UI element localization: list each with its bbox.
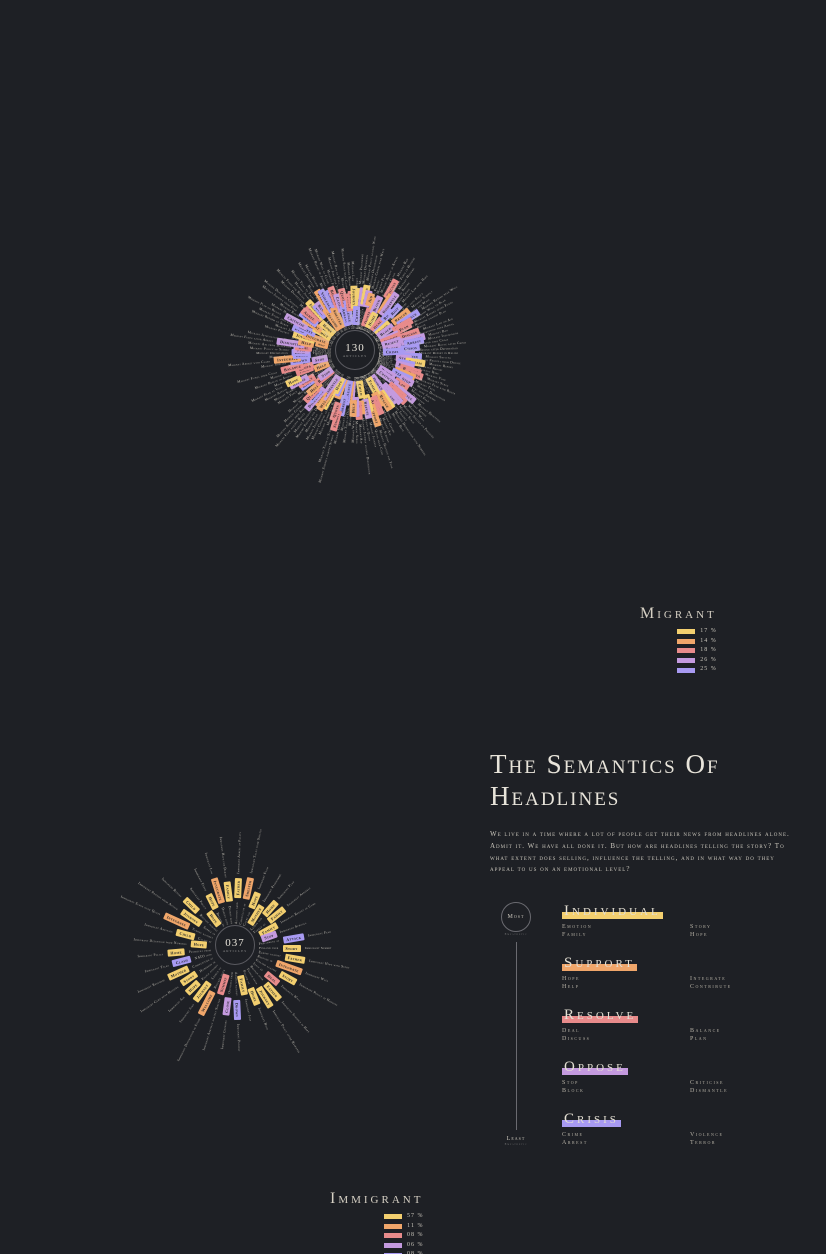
legend-swatch <box>677 639 695 644</box>
category-word: Stop <box>562 1080 672 1086</box>
category-support: SupportHopeIntegrateHelpContribute <box>562 954 800 990</box>
empathy-scale: Most Empathetic Least Empathetic <box>490 902 542 1146</box>
legend-row: 11 % <box>330 1222 423 1232</box>
legend-row: 17 % <box>640 627 717 637</box>
category-oppose: OpposeStopCriticiseBlockDismantle <box>562 1058 800 1094</box>
legend-swatch <box>384 1224 402 1229</box>
legend-row: 06 % <box>330 1241 423 1251</box>
category-word: Help <box>562 984 672 990</box>
category-word: Violence <box>690 1132 800 1138</box>
center-count: 037 <box>225 937 245 949</box>
category-word: Dismantle <box>690 1088 800 1094</box>
center-sub: Articles <box>223 949 248 953</box>
scale-top-sub: Empathetic <box>505 932 528 936</box>
burst-center-immigrant: 037Articles <box>215 925 255 965</box>
legend-migrant: Migrant 17 %14 %18 %26 %25 % <box>640 605 717 675</box>
burst-center-migrant: 130Articles <box>335 330 375 370</box>
legend-immigrant: Immigrant57 %11 %08 %06 %08 % <box>330 1190 423 1254</box>
category-word: Hope <box>562 976 672 982</box>
category-word: Criticise <box>690 1080 800 1086</box>
main-title: The Semantics Of Headlines <box>490 748 800 813</box>
scale-bottom-sub: Empathetic <box>505 1142 528 1146</box>
category-word: Plan <box>690 1036 800 1042</box>
legend-row: 26 % <box>640 656 717 666</box>
category-word: Discuss <box>562 1036 672 1042</box>
legend-pct: 08 % <box>407 1250 424 1254</box>
category-key: Most Empathetic Least Empathetic Individ… <box>490 902 800 1146</box>
category-word: Crime <box>562 1132 672 1138</box>
legend-swatch <box>384 1214 402 1219</box>
legend-pct: 11 % <box>407 1222 423 1232</box>
scale-top-node: Most <box>501 902 531 932</box>
legend-pct: 57 % <box>407 1212 424 1222</box>
legend-swatch <box>677 629 695 634</box>
category-word: Emotion <box>562 924 672 930</box>
legend-row: 08 % <box>330 1250 423 1254</box>
category-crisis: CrisisCrimeViolenceArrestTerror <box>562 1110 800 1146</box>
legend-row: 18 % <box>640 646 717 656</box>
legend-pct: 06 % <box>407 1241 424 1251</box>
burst-label-migrant: Migrant <box>640 605 717 623</box>
legend-row: 57 % <box>330 1212 423 1222</box>
category-word: Arrest <box>562 1140 672 1146</box>
legend-row: 08 % <box>330 1231 423 1241</box>
category-resolve: ResolveDealBalanceDiscussPlan <box>562 1006 800 1042</box>
center-count: 130 <box>345 342 365 354</box>
scale-top-label: Most <box>508 914 525 920</box>
legend-pct: 25 % <box>700 665 717 675</box>
category-word: Hope <box>690 932 800 938</box>
legend-swatch <box>677 668 695 673</box>
legend-pct: 26 % <box>700 656 717 666</box>
right-column: The Semantics Of Headlines We live in a … <box>490 748 800 1146</box>
category-word: Block <box>562 1088 672 1094</box>
legend-pct: 08 % <box>407 1231 424 1241</box>
category-list: IndividualEmotionStoryFamilyHopeSupportH… <box>562 902 800 1146</box>
scale-line <box>516 942 517 1130</box>
legend-swatch <box>384 1233 402 1238</box>
legend-swatch <box>677 658 695 663</box>
category-individual: IndividualEmotionStoryFamilyHope <box>562 902 800 938</box>
category-word: Integrate <box>690 976 800 982</box>
legend-pct: 14 % <box>700 637 717 647</box>
category-word: Deal <box>562 1028 672 1034</box>
category-word: Story <box>690 924 800 930</box>
burst-label-immigrant: Immigrant <box>330 1190 423 1208</box>
intro-paragraph: We live in a time where a lot of people … <box>490 829 800 877</box>
category-word: Family <box>562 932 672 938</box>
legend-pct: 18 % <box>700 646 717 656</box>
category-word: Terror <box>690 1140 800 1146</box>
legend-swatch <box>677 648 695 653</box>
legend-row: 25 % <box>640 665 717 675</box>
legend-swatch <box>384 1243 402 1248</box>
legend-row: 14 % <box>640 637 717 647</box>
center-sub: Articles <box>343 354 368 358</box>
category-word: Contribute <box>690 984 800 990</box>
legend-pct: 17 % <box>700 627 717 637</box>
category-word: Balance <box>690 1028 800 1034</box>
